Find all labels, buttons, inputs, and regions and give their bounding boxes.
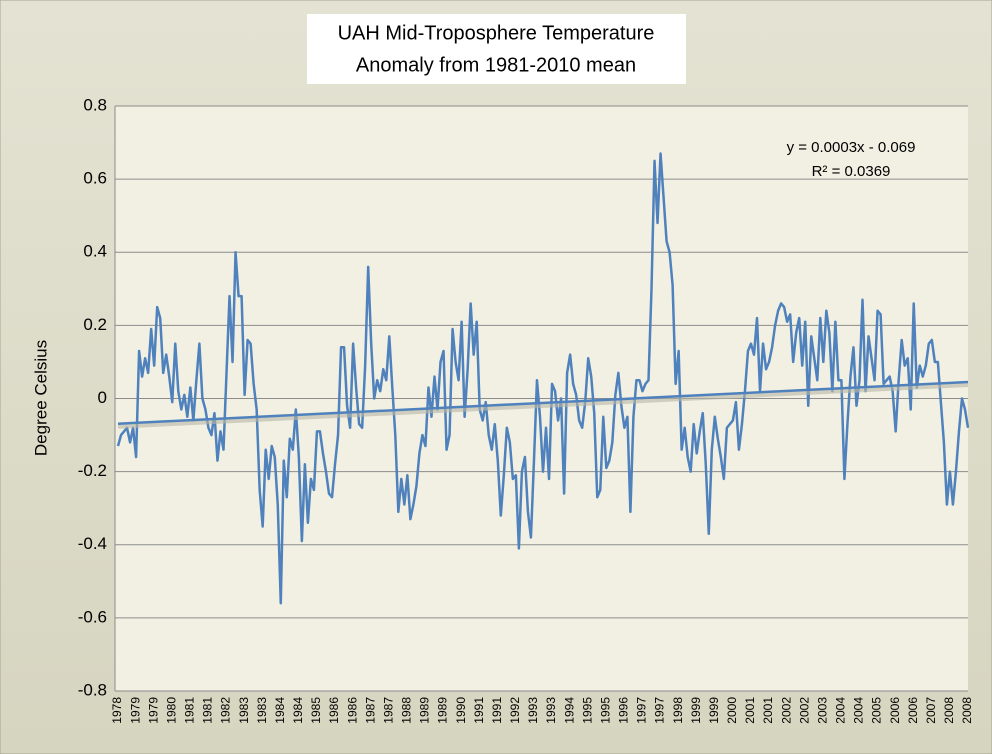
x-tick-label: 2006 [906, 697, 920, 724]
x-tick-label: 2001 [761, 697, 775, 724]
y-tick-label: 0 [98, 388, 107, 407]
data-line [116, 152, 970, 605]
x-tick-label: 1990 [454, 697, 468, 724]
x-tick-label: 1978 [110, 697, 124, 724]
y-tick-label: -0.8 [78, 680, 107, 699]
trendline-shadow [117, 383, 969, 429]
trendline [117, 380, 969, 425]
x-tick-label: 1993 [526, 697, 540, 724]
trend-r-squared: R² = 0.0369 [812, 163, 891, 180]
x-tick-label: 1999 [707, 697, 721, 724]
x-tick-label: 1985 [309, 697, 323, 724]
x-tick-label: 1987 [381, 697, 395, 724]
y-tick-label: 0.6 [83, 169, 107, 188]
x-tick-label: 1983 [255, 697, 269, 724]
x-tick-label: 2007 [924, 697, 938, 724]
x-tick-label: 2008 [960, 697, 974, 724]
x-tick-label: 2002 [797, 697, 811, 724]
trend-equation: y = 0.0003x - 0.069 [787, 139, 916, 156]
x-tick-label: 1981 [183, 697, 197, 724]
title-box [307, 14, 686, 84]
x-tick-label: 1994 [562, 697, 576, 724]
x-tick-label: 1991 [490, 697, 504, 724]
y-tick-label: 0.2 [83, 315, 107, 334]
x-tick-label: 2006 [888, 697, 902, 724]
x-tick-label: 1982 [219, 697, 233, 724]
x-tick-label: 1979 [128, 697, 142, 724]
x-tick-label: 1988 [400, 697, 414, 724]
x-tick-label: 2000 [725, 697, 739, 724]
x-tick-label: 1984 [291, 697, 305, 724]
x-tick-label: 2004 [834, 697, 848, 724]
y-tick-label: 0.8 [83, 95, 107, 114]
x-tick-label: 1979 [146, 697, 160, 724]
x-tick-label: 2004 [852, 697, 866, 724]
x-tick-label: 1996 [617, 697, 631, 724]
x-tick-label: 2002 [779, 697, 793, 724]
y-tick-label: -0.4 [78, 534, 107, 553]
x-tick-label: 1995 [580, 697, 594, 724]
y-tick-label: 0.4 [83, 242, 107, 261]
x-tick-label: 1999 [689, 697, 703, 724]
y-tick-label: -0.6 [78, 607, 107, 626]
x-tick-label: 2008 [942, 697, 956, 724]
x-tick-label: 1998 [671, 697, 685, 724]
x-tick-label: 1995 [598, 697, 612, 724]
x-tick-label: 2005 [870, 697, 884, 724]
x-tick-label: 1986 [327, 697, 341, 724]
x-tick-label: 1997 [635, 697, 649, 724]
x-tick-label: 2001 [743, 697, 757, 724]
x-tick-label: 1992 [508, 697, 522, 724]
x-tick-label: 1989 [436, 697, 450, 724]
x-tick-label: 2003 [815, 697, 829, 724]
x-tick-label: 1993 [544, 697, 558, 724]
x-tick-label: 1986 [345, 697, 359, 724]
x-tick-label: 1983 [237, 697, 251, 724]
chart-title: UAH Mid-Troposphere Temperature [338, 22, 655, 44]
x-tick-label: 1980 [164, 697, 178, 724]
x-tick-label: 1987 [363, 697, 377, 724]
chart-title: Anomaly from 1981-2010 mean [356, 54, 636, 76]
x-tick-label: 1991 [472, 697, 486, 724]
x-tick-label: 1984 [273, 697, 287, 724]
x-tick-label: 1989 [418, 697, 432, 724]
x-tick-label: 1981 [201, 697, 215, 724]
y-axis-label: Degree Celsius [31, 340, 50, 456]
y-tick-label: -0.2 [78, 461, 107, 480]
x-tick-label: 1997 [653, 697, 667, 724]
